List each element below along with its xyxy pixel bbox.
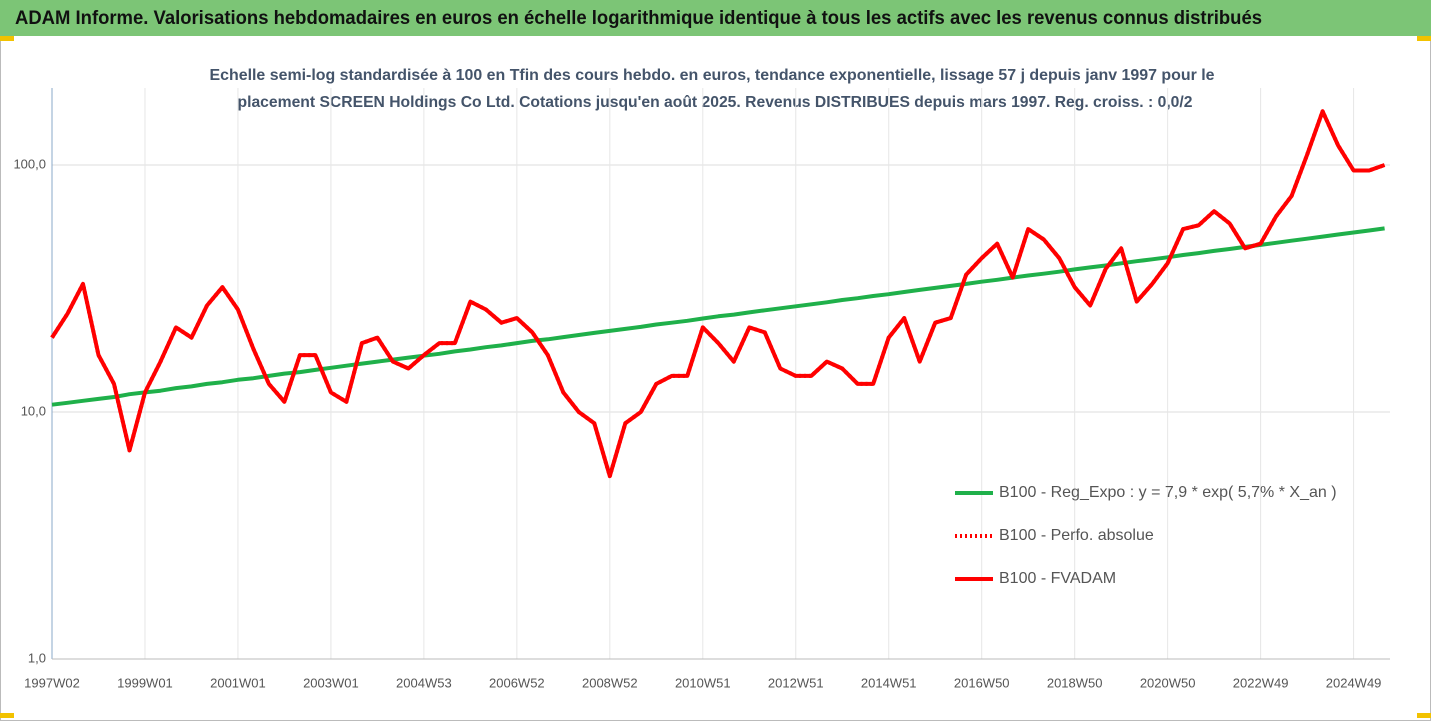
- x-tick-label: 2003W01: [303, 675, 359, 690]
- x-tick-label: 2008W52: [582, 675, 638, 690]
- series-line: [51, 226, 1385, 407]
- x-tick-label: 2006W52: [489, 675, 545, 690]
- x-tick-label: 2014W51: [861, 675, 917, 690]
- x-tick-label: 2020W50: [1140, 675, 1196, 690]
- header-bar: [0, 0, 1431, 36]
- grid: 1,0 10,0 100,0 1997W02 1999W01 2001W01 2003W01…: [13, 88, 1390, 690]
- x-tick-label: 1999W01: [117, 675, 173, 690]
- x-tick-label: 2012W51: [768, 675, 824, 690]
- legend-label: B100 - Perfo. absolue: [999, 527, 1154, 544]
- y-tick-label: 10,0: [21, 403, 46, 418]
- x-tick-label: 2010W51: [675, 675, 731, 690]
- x-tick-label: 2024W49: [1326, 675, 1382, 690]
- plot: [50, 109, 1386, 479]
- legend: B100 - Reg_Expo : y = 7,9 * exp( 5,7% * …: [955, 484, 1337, 587]
- header-title: ADAM Informe. Valorisations hebdomadaire…: [15, 8, 1262, 29]
- x-tick-label: 2016W50: [954, 675, 1010, 690]
- x-tick-label: 1997W02: [24, 675, 80, 690]
- corner: [0, 713, 14, 718]
- x-tick-label: 2004W53: [396, 675, 452, 690]
- corner: [1417, 36, 1431, 41]
- x-tick-label: 2022W49: [1233, 675, 1289, 690]
- subtitle: Echelle semi-log standardisée à 100 en T…: [210, 67, 1215, 84]
- x-tick-label: 2018W50: [1047, 675, 1103, 690]
- y-tick-label: 100,0: [13, 156, 46, 171]
- y-tick-label: 1,0: [28, 650, 46, 665]
- subtitle: placement SCREEN Holdings Co Ltd. Cotati…: [238, 94, 1193, 111]
- corner: [0, 36, 14, 41]
- x-tick-label: 2001W01: [210, 675, 266, 690]
- legend-label: B100 - Reg_Expo : y = 7,9 * exp( 5,7% * …: [999, 484, 1337, 501]
- corner: [1417, 713, 1431, 718]
- legend-label: B100 - FVADAM: [999, 570, 1116, 587]
- series-line: [50, 109, 1386, 479]
